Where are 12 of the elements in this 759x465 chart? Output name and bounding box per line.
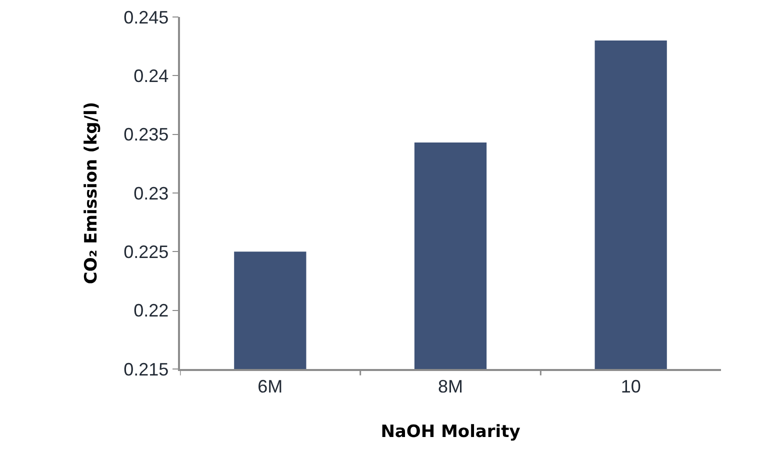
y-tick-label: 0.23 — [134, 183, 169, 204]
y-axis-title: CO₂ Emission (kg/l) — [82, 102, 102, 284]
x-tick-label: 10 — [620, 376, 641, 396]
y-tick-label: 0.215 — [124, 359, 169, 380]
x-tick-label: 8M — [438, 376, 464, 396]
y-tick-label: 0.225 — [124, 242, 169, 262]
y-tick-label: 0.245 — [124, 7, 169, 28]
y-tick-label: 0.24 — [134, 66, 169, 86]
y-tick-label: 0.235 — [124, 124, 169, 145]
x-tick-label: 6M — [258, 376, 283, 396]
y-tick-label: 0.22 — [134, 300, 169, 321]
x-axis-title: NaOH Molarity — [380, 422, 520, 442]
